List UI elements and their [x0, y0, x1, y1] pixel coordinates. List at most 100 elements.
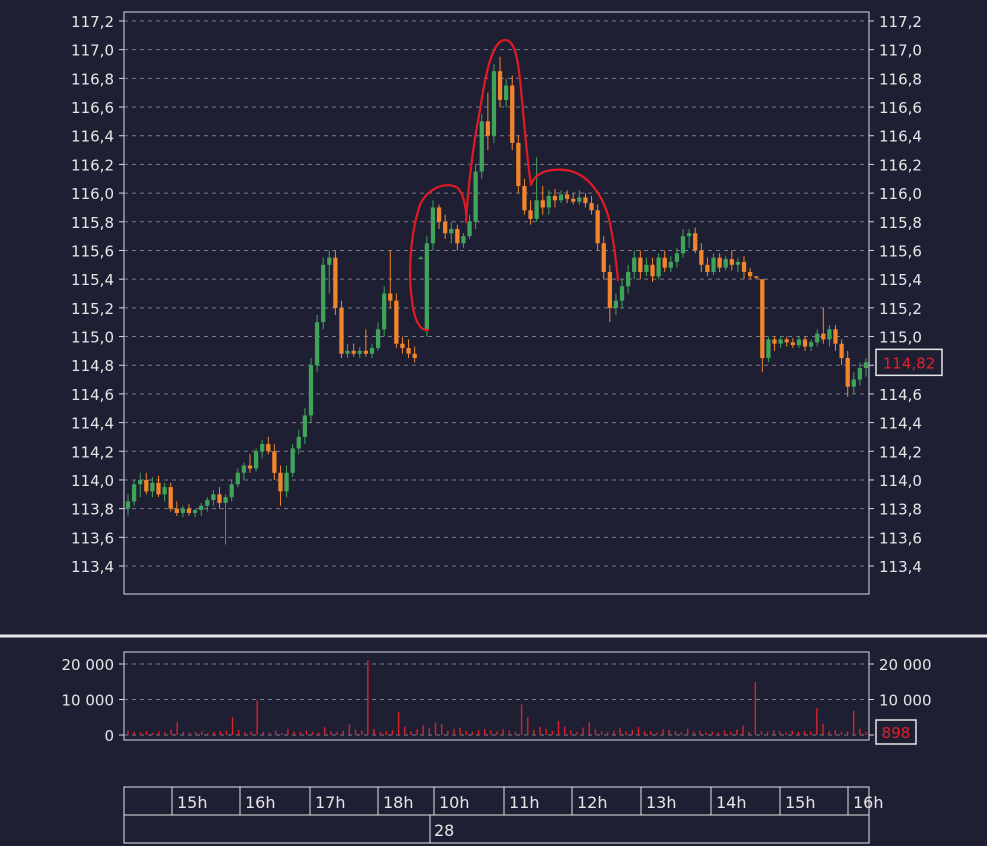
candle-body — [577, 197, 582, 202]
price-tick-label-left: 115,6 — [71, 242, 114, 260]
price-annotation — [408, 38, 620, 332]
candle-body — [741, 261, 747, 272]
time-axis[interactable]: 15h 16h 17h 18h 10h 11h 12h 13h 14h 15h 16h 28 — [123, 786, 884, 844]
volume-tick-label-left: 20 000 — [62, 656, 115, 674]
candle-body — [625, 271, 631, 287]
candle-body — [351, 350, 356, 354]
last-volume-badge — [875, 719, 917, 745]
candle-body — [369, 348, 375, 354]
candle-body — [558, 194, 564, 201]
price-tick-label-right: 116,8 — [879, 70, 922, 88]
candle-body — [357, 350, 362, 354]
price-tick-label-right: 114,4 — [879, 415, 922, 433]
price-tick-label-left: 117,2 — [71, 13, 114, 31]
candle-body — [333, 257, 338, 308]
time-axis-hour-label: 16h — [245, 793, 276, 812]
head-and-shoulders-annotation — [408, 38, 620, 332]
time-axis-hour-label: 13h — [646, 793, 677, 812]
candle-body — [253, 451, 259, 469]
candle-body — [436, 207, 442, 222]
price-tick-label-right: 114,0 — [879, 472, 922, 490]
time-axis-hour-label: 14h — [716, 793, 747, 812]
price-tick-label-right: 116,4 — [879, 128, 922, 146]
candle-body — [205, 500, 210, 506]
candle-body — [662, 257, 667, 268]
candle-body — [241, 465, 247, 473]
candle-body — [491, 71, 497, 136]
time-axis-hour-label: 15h — [177, 793, 208, 812]
candle-body — [406, 348, 411, 354]
candle-body — [467, 221, 472, 237]
time-axis-hour-label: 10h — [439, 793, 470, 812]
candle-body — [735, 261, 741, 265]
candle-body — [705, 264, 710, 272]
time-axis-hour-label: 12h — [577, 793, 608, 812]
candle-body — [747, 271, 753, 277]
candle-body — [699, 250, 704, 265]
price-tick-label-left: 116,2 — [71, 156, 114, 174]
candle-body — [180, 508, 186, 513]
candle-body — [845, 358, 850, 387]
last-price-label: 114,82 — [883, 354, 936, 372]
price-tick-label-left: 114,8 — [71, 357, 114, 375]
candle-body — [863, 362, 869, 369]
last-volume-label: 898 — [882, 724, 911, 742]
candle-body — [815, 333, 820, 343]
candle-body — [247, 465, 253, 469]
price-tick-label-right: 113,6 — [879, 529, 922, 547]
candle-body — [290, 448, 295, 473]
candle-body — [802, 339, 808, 347]
candle-body — [638, 257, 643, 272]
time-axis-hour-label: 16h — [853, 793, 884, 812]
candle-body — [528, 210, 533, 219]
candle-body — [321, 264, 326, 323]
candle-body — [589, 203, 594, 211]
candle-body — [473, 171, 478, 222]
candle-body — [424, 243, 429, 330]
candle-body — [510, 85, 515, 143]
candle-body — [260, 444, 265, 452]
candle-body — [693, 233, 698, 251]
price-tick-label-right: 114,2 — [879, 443, 922, 461]
candle-body — [192, 510, 198, 513]
price-tick-label-right: 115,4 — [879, 271, 922, 289]
price-tick-label-right: 116,0 — [879, 185, 922, 203]
candle-body — [144, 479, 149, 492]
candle-body — [314, 322, 320, 366]
candle-body — [174, 508, 179, 513]
candle-body — [485, 121, 490, 136]
price-tick-label-right: 114,6 — [879, 386, 922, 404]
candle-body — [211, 494, 216, 501]
price-tick-label-right: 115,6 — [879, 242, 922, 260]
candle-body — [772, 339, 777, 344]
price-tick-label-left: 116,0 — [71, 185, 114, 203]
candle-body — [729, 259, 734, 265]
candle-body — [449, 228, 454, 234]
candle-body — [760, 279, 765, 359]
candle-body — [778, 339, 783, 344]
candle-body — [345, 350, 350, 354]
candle-body — [388, 293, 393, 301]
candle-body — [168, 487, 173, 509]
candle-body — [443, 221, 448, 234]
candle-body — [827, 329, 832, 340]
candle-body — [308, 365, 314, 416]
candle-body — [284, 472, 289, 492]
candle-body — [839, 343, 844, 359]
candle-body — [857, 368, 863, 380]
candle-body — [504, 85, 509, 100]
candle-body — [784, 339, 789, 343]
candle-body — [644, 264, 649, 272]
candle-body — [400, 343, 405, 348]
candle-body — [534, 200, 539, 219]
candle-body — [540, 200, 545, 208]
candle-body — [125, 501, 131, 509]
candle-body — [754, 276, 759, 278]
candle-body — [766, 339, 771, 359]
candle-body — [717, 257, 722, 268]
candle-body — [601, 243, 606, 272]
candle-body — [296, 436, 301, 449]
candle-body — [497, 71, 503, 100]
volume-tick-label-left: 0 — [104, 727, 114, 745]
price-tick-label-left: 114,4 — [71, 415, 114, 433]
